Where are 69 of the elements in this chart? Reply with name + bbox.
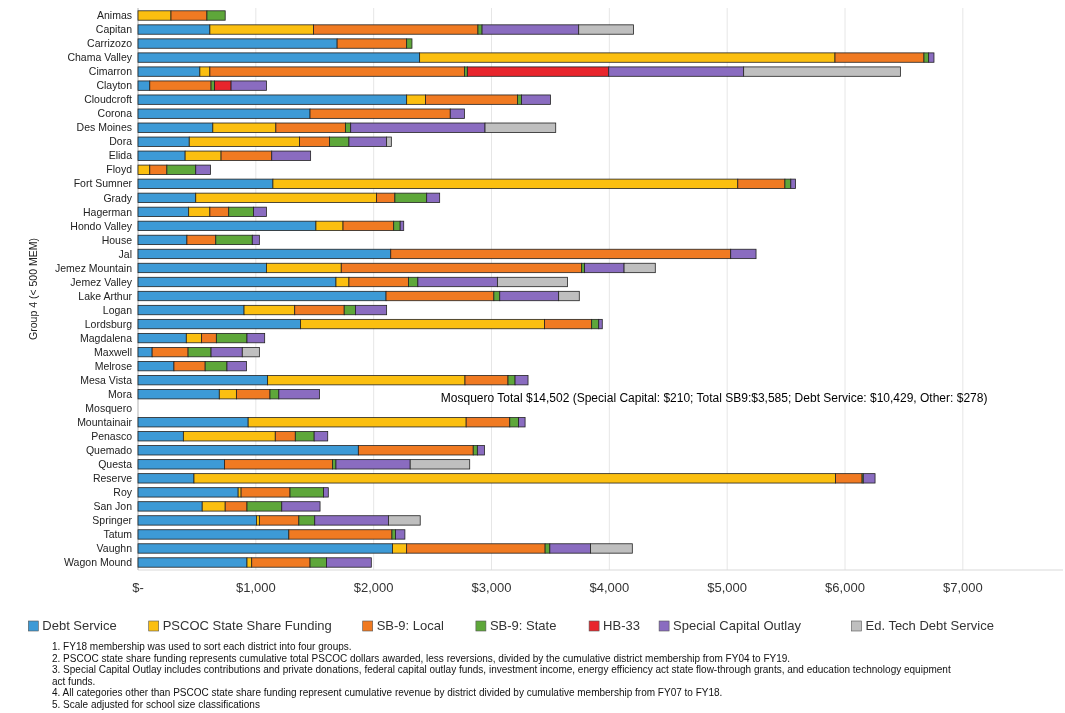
bar [862,473,876,484]
y-tick-label: Hondo Valley [70,219,133,232]
legend-label: SB-9: State [489,618,557,633]
x-tick-label: $5,000 [707,580,748,595]
text: 4. All categories other than PSCOC state share funding represent cumulative revenue by district divided by cumulative membership from FY07 to FY18. [52,687,723,698]
x-tick-label: $2,000 [353,580,394,595]
bar [137,515,257,526]
y-tick-label: Clayton [96,79,133,92]
legend-label: Special Capital Outlay [673,618,802,633]
x-tick-label: $4,000 [589,580,630,595]
y-tick-label: Corona [97,107,133,120]
y-axis-title: Group 4 (< 500 MEM) [27,238,39,340]
y-tick-label: Logan [102,303,133,316]
bar [137,557,248,568]
x-tick-label: $6,000 [825,580,865,595]
x-tick-label: $1,000 [235,580,276,595]
y-tick-label: Melrose [94,359,133,372]
y-tick-label: Capitan [95,23,133,36]
legend-label: Debt Service [42,618,117,633]
legend-label: SB-9: Local [376,618,445,633]
y-tick-label: Dora [109,135,133,148]
y-tick-label: Animas [96,9,132,22]
bar [521,94,551,105]
x-tick-label: $7,000 [942,580,983,595]
y-tick-label: Cloudcroft [84,93,133,106]
y-tick-label: Mora [108,387,133,400]
x-tick-label: $3,000 [471,580,512,595]
y-tick-label: Jemez Mountain [54,261,133,274]
y-tick-label: Quemado [85,443,133,456]
y-tick-label: Elida [108,149,133,162]
y-tick-label: Magdalena [80,331,133,344]
y-tick-label: Reserve [92,472,133,485]
x-tick-label: $- [132,580,144,595]
text: 3. Special Capital Outlay includes contributions and private donations, federal capital outlay funds, investment income, energy efficiency act state flow-through grants, and education technology equipment act funds. [52,664,951,687]
y-tick-label: Grady [103,191,133,204]
y-tick-label: Mountainair [77,415,133,428]
y-tick-label: Mosquero [85,401,133,414]
text: 1. FY18 membership was used to sort each district into four groups. [52,641,352,652]
text: 2. PSCOC state share funding represents cumulative total PSCOC dollars awarded, less reversions, divided by the cumulative district membership from FY04 to FY19. [52,652,791,664]
y-tick-label: Tatum [103,528,133,541]
y-tick-label: Penasco [91,429,133,442]
y-tick-label: Mesa Vista [80,373,133,386]
y-tick-label: Vaughn [96,542,133,555]
y-tick-label: Fort Sumner [73,177,133,190]
y-tick-label: Wagon Mound [64,556,133,569]
y-tick-label: Carrizozo [87,37,133,50]
bar [395,529,406,540]
y-tick-label: Des Moines [76,121,132,134]
y-tick-label: Lake Arthur [78,289,133,302]
legend-label: PSCOC State Share Funding [162,618,332,633]
bar [137,487,239,498]
annotation: Mosquero Total $14,502 (Special Capital: $210; Total SB9:$3,585; Debt Service: $10,429, Other: $278) [440,390,988,405]
y-tick-label: Floyd [106,163,133,176]
bar [476,445,485,456]
y-tick-label: Jal [118,247,132,260]
text: 5. Scale adjusted for school size classifications [52,698,260,710]
y-tick-label: Chama Valley [67,51,133,64]
y-tick-label: House [101,233,133,246]
y-tick-label: Springer [92,514,133,527]
y-tick-label: Hagerman [82,205,133,218]
legend-label: HB-33 [603,618,640,633]
y-tick-label: Roy [113,486,133,499]
y-tick-label: San Jon [93,500,133,513]
legend-label: Ed. Tech Debt Service [865,618,994,633]
y-tick-label: Questa [98,457,133,470]
y-tick-label: Lordsburg [84,317,133,330]
y-tick-label: Cimarron [88,65,133,78]
y-tick-label: Maxwell [94,345,132,358]
y-tick-label: Jemez Valley [70,275,133,288]
